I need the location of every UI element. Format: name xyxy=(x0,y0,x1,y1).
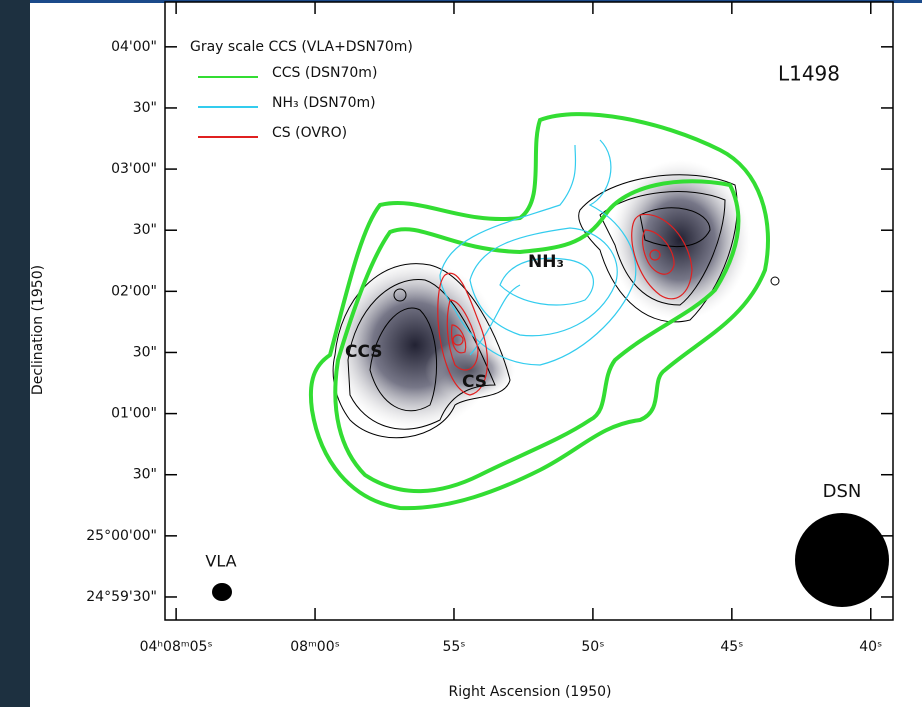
y-tick-label: 30" xyxy=(133,467,157,483)
legend-label: NH₃ (DSN70m) xyxy=(272,95,376,111)
x-tick-label: 40ˢ xyxy=(859,639,882,655)
x-tick-label: 50ˢ xyxy=(581,639,604,655)
legend-label: CCS (DSN70m) xyxy=(272,65,377,81)
y-tick-label: 30" xyxy=(133,222,157,238)
plot-frame xyxy=(164,1,894,621)
dsn-beam xyxy=(795,513,889,607)
y-tick-label: 30" xyxy=(133,344,157,360)
y-tick-label: 02'00" xyxy=(111,283,157,299)
x-tick-label: 08ᵐ00ˢ xyxy=(290,639,340,655)
vla-beam xyxy=(212,583,232,601)
x-tick-label: 55ˢ xyxy=(442,639,465,655)
annotation: DSN xyxy=(823,481,862,502)
y-tick-label: 30" xyxy=(133,100,157,116)
x-tick-label: 04ʰ08ᵐ05ˢ xyxy=(140,639,213,655)
y-tick-label: 03'00" xyxy=(111,161,157,177)
x-tick-label: 45ˢ xyxy=(720,639,743,655)
green-contours xyxy=(308,112,770,511)
cyan-contours xyxy=(439,139,637,366)
x-axis-title: Right Ascension (1950) xyxy=(449,684,612,700)
annotation: CS xyxy=(462,372,487,392)
y-tick-label: 24°59'30" xyxy=(86,589,157,605)
y-tick-label: 04'00" xyxy=(111,39,157,55)
source-label: L1498 xyxy=(778,62,840,86)
background-strip xyxy=(0,0,30,707)
y-tick-label: 25°00'00" xyxy=(86,528,157,544)
gray-scale-label: Gray scale CCS (VLA+DSN70m) xyxy=(190,39,413,55)
y-axis-title: Declination (1950) xyxy=(30,265,46,395)
y-tick-label: 01'00" xyxy=(111,406,157,422)
grayscale-blob xyxy=(610,160,750,320)
annotation: CCS xyxy=(345,342,383,362)
legend-label: CS (OVRO) xyxy=(272,125,347,141)
red-contours xyxy=(437,213,693,396)
annotation: NH₃ xyxy=(528,252,564,272)
annotation: VLA xyxy=(205,552,236,571)
